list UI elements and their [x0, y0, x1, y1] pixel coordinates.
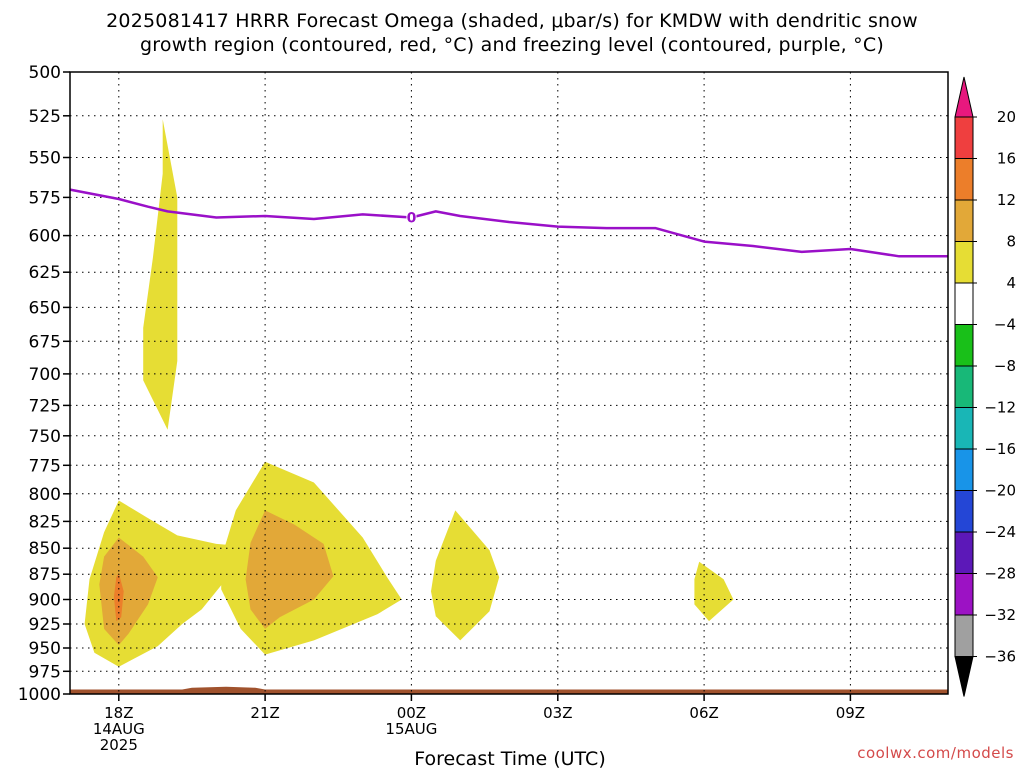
y-tick-label-900: 900 — [29, 591, 61, 611]
freezing-level-label: 0 — [407, 210, 417, 226]
omega-region-0 — [143, 119, 178, 430]
colorbar-label-1: 16 — [997, 150, 1016, 168]
colorbar-swatch-1 — [954, 116, 974, 159]
x-tick-label-00Z-1: 15AUG — [385, 720, 437, 738]
x-tick-label-03Z-0: 03Z — [543, 704, 572, 722]
colorbar-swatch-13 — [954, 614, 974, 657]
colorbar-label-0: 20 — [997, 108, 1016, 126]
colorbar-label-4: 4 — [1006, 274, 1016, 292]
x-tick-label-09Z-0: 09Z — [836, 704, 865, 722]
y-tick-label-850: 850 — [29, 539, 61, 559]
colorbar-swatch-bottom — [954, 656, 974, 697]
colorbar-swatch-11 — [954, 531, 974, 574]
x-tick-label-18Z-1: 14AUG — [93, 720, 145, 738]
colorbar-label-10: −24 — [984, 523, 1016, 541]
colorbar-label-7: −12 — [984, 399, 1016, 417]
chart-title-line-1: 2025081417 HRRR Forecast Omega (shaded, … — [106, 10, 918, 32]
y-tick-label-925: 925 — [29, 615, 61, 635]
colorbar-label-6: −8 — [994, 357, 1016, 375]
freezing-level-line — [69, 188, 948, 258]
colorbar-swatch-2 — [954, 158, 974, 201]
y-tick-label-725: 725 — [29, 396, 61, 416]
colorbar-swatch-10 — [954, 490, 974, 533]
chart-title-line-2: growth region (contoured, red, °C) and f… — [140, 34, 884, 56]
colorbar-swatch-5 — [954, 282, 974, 325]
colorbar-label-9: −20 — [984, 482, 1016, 500]
y-tick-label-575: 575 — [29, 188, 61, 208]
colorbar-label-2: 12 — [997, 191, 1016, 209]
colorbar-swatch-12 — [954, 573, 974, 616]
omega-region-7 — [694, 561, 734, 622]
colorbar-label-11: −28 — [984, 565, 1016, 583]
colorbar-swatch-6 — [954, 324, 974, 367]
omega-region-3 — [113, 573, 124, 622]
x-tick-label-21Z-0: 21Z — [250, 704, 279, 722]
y-tick-label-875: 875 — [29, 565, 61, 585]
colorbar-swatch-top — [954, 76, 974, 118]
y-tick-label-550: 550 — [29, 149, 61, 169]
terrain-layer — [70, 686, 948, 694]
freezing-level-label-bg — [406, 209, 417, 224]
colorbar: 20 16 12 8 4 −4 −8 −12 −16 −20 −24 −28 −32 −36 — [954, 76, 1016, 697]
colorbar-swatch-8 — [954, 407, 974, 450]
x-tick-label-00Z-0: 00Z — [397, 704, 426, 722]
colorbar-label-13: −36 — [984, 648, 1016, 666]
colorbar-label-3: 8 — [1006, 233, 1016, 251]
y-tick-label-675: 675 — [29, 332, 61, 352]
x-tick-label-18Z-2: 2025 — [100, 736, 138, 754]
x-tick-label-06Z-0: 06Z — [689, 704, 718, 722]
terrain-strip — [70, 686, 948, 694]
omega-shading — [84, 119, 734, 667]
freezing-level-layer: 0 — [69, 188, 948, 258]
y-tick-label-775: 775 — [29, 456, 61, 476]
y-tick-label-750: 750 — [29, 427, 61, 447]
colorbar-label-8: −16 — [984, 440, 1016, 458]
colorbar-swatch-9 — [954, 448, 974, 491]
y-tick-label-650: 650 — [29, 298, 61, 318]
credit-text: coolwx.com/models — [857, 744, 1014, 762]
y-tick-label-500: 500 — [29, 63, 61, 83]
y-axis: 500 525 550 575 600 625 650 675 700 725 750 775 800 8… — [18, 63, 70, 705]
y-tick-label-800: 800 — [29, 485, 61, 505]
colorbar-label-12: −32 — [984, 606, 1016, 624]
colorbar-swatch-3 — [954, 199, 974, 242]
y-tick-label-975: 975 — [29, 662, 61, 682]
y-tick-label-825: 825 — [29, 512, 61, 532]
y-tick-label-625: 625 — [29, 263, 61, 283]
x-axis-label: Forecast Time (UTC) — [414, 748, 605, 768]
omega-region-6 — [431, 510, 500, 641]
y-tick-label-950: 950 — [29, 639, 61, 659]
y-tick-label-600: 600 — [29, 227, 61, 247]
colorbar-label-5: −4 — [994, 316, 1016, 334]
plot-frame — [69, 71, 949, 695]
x-tick-label-18Z-0: 18Z — [104, 704, 133, 722]
colorbar-swatch-4 — [954, 241, 974, 284]
y-tick-label-1000: 1000 — [18, 685, 61, 705]
grid-lines — [70, 72, 948, 694]
y-tick-label-700: 700 — [29, 365, 61, 385]
y-tick-label-525: 525 — [29, 107, 61, 127]
colorbar-swatch-7 — [954, 365, 974, 408]
omega-region-2 — [99, 537, 158, 646]
